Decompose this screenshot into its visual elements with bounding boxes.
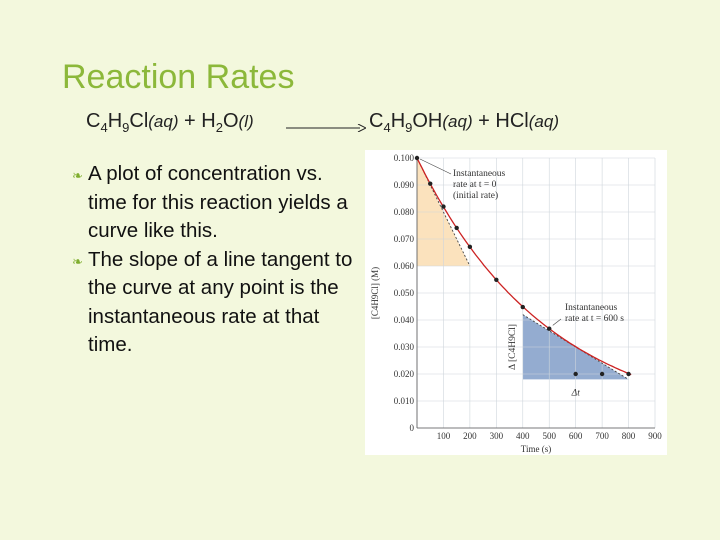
y-tick-label: 0.070 (394, 234, 415, 244)
bullet-list: ❧ A plot of concentration vs. time for th… (72, 160, 359, 360)
y-tick-label: 0.040 (394, 315, 415, 325)
x-tick-label: 900 (648, 431, 662, 441)
rate-600-annotation: rate at t = 600 s (565, 314, 624, 324)
bullet-swirl-icon: ❧ (72, 168, 83, 183)
equation-reactants: C4H9Cl(aq) + H2O(l) (86, 110, 254, 135)
equation-products: C4H9OH(aq) + HCl(aq) (369, 110, 559, 135)
x-tick-label: 500 (542, 431, 556, 441)
initial-rate-annotation: (initial rate) (453, 190, 498, 201)
data-point (520, 304, 525, 310)
bullet-swirl-icon: ❧ (72, 253, 83, 269)
initial-rate-annotation: Instantaneous (453, 169, 506, 179)
x-tick-label: 800 (622, 431, 636, 441)
rate-600-tangent (522, 314, 629, 380)
x-tick-label: 400 (516, 431, 530, 441)
concentration-time-chart: 0.100 0.090 0.080 0.070 0.060 0.050 0.040 0.030… (365, 150, 667, 455)
y-tick-label: 0.090 (394, 180, 415, 190)
reaction-arrow-icon (286, 124, 366, 132)
y-tick-label: 0 (410, 423, 415, 433)
rate-600-pointer (552, 318, 562, 326)
x-tick-label: 200 (463, 431, 477, 441)
data-point (441, 204, 446, 209)
chart-svg: 0.100 0.090 0.080 0.070 0.060 0.050 0.040 0.030… (370, 153, 662, 454)
data-point (547, 326, 552, 331)
y-tick-label: 0.060 (394, 261, 415, 271)
delta-t-label: Δt (571, 388, 581, 398)
slide-title: Reaction Rates (62, 58, 295, 96)
x-tick-label: 100 (437, 431, 451, 441)
bullet-item: ❧ A plot of concentration vs. time for th… (72, 162, 348, 242)
delta-concentration-label: Δ [C4H9Cl] (508, 324, 518, 370)
y-axis-label: [C4H9Cl] (M) (370, 267, 380, 319)
y-tick-label: 0.080 (394, 207, 415, 217)
y-tick-label: 0.010 (394, 396, 415, 406)
y-tick-label: 0.020 (394, 369, 415, 379)
x-tick-label: 700 (595, 431, 609, 441)
data-point (414, 155, 420, 161)
reaction-equation: C4H9Cl(aq) + H2O(l) C4H9OH(aq) + HCl(aq) (86, 110, 646, 140)
data-point (599, 371, 605, 377)
rate-600-annotation: Instantaneous (565, 303, 618, 313)
y-tick-label: 0.100 (394, 153, 415, 163)
data-point (573, 371, 578, 377)
data-point (467, 244, 473, 250)
data-point (454, 225, 459, 231)
y-tick-label: 0.050 (394, 288, 415, 298)
x-tick-label: 600 (569, 431, 583, 441)
data-point (626, 371, 631, 377)
data-point (494, 277, 499, 282)
y-tick-label: 0.030 (394, 342, 415, 352)
x-tick-label: 300 (490, 431, 504, 441)
x-axis-label: Time (s) (521, 444, 551, 454)
bullet-item: ❧ The slope of a line tangent to the curv… (72, 247, 353, 357)
initial-rate-pointer (419, 158, 452, 175)
data-point (428, 181, 433, 186)
initial-rate-annotation: rate at t = 0 (453, 180, 497, 190)
